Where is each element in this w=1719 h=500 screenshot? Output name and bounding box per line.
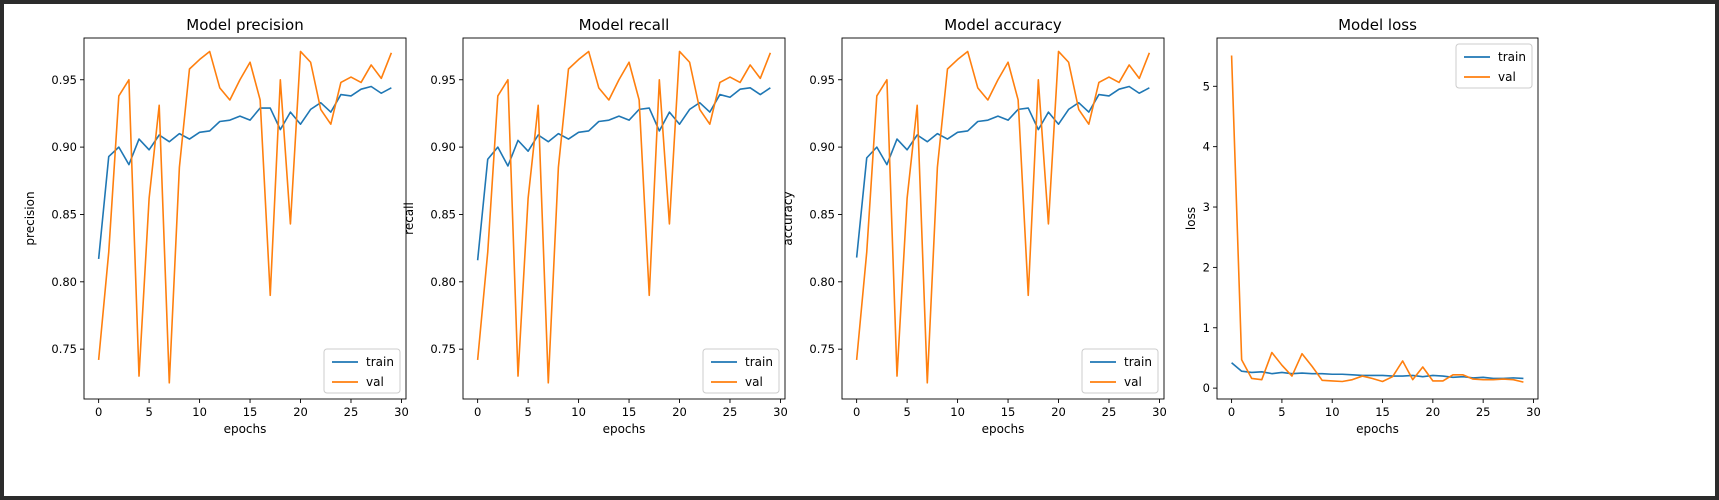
x-axis-label: epochs (982, 422, 1025, 436)
legend: train val (323, 348, 401, 394)
x-tick-label: 30 (394, 405, 409, 419)
axes-frame (462, 37, 786, 400)
y-tick-label: 0.75 (809, 342, 835, 356)
legend-label-val: val (366, 375, 384, 389)
y-axis-label: loss (1184, 207, 1198, 230)
series-line-train (1231, 362, 1524, 380)
x-tick-label: 20 (672, 405, 687, 419)
x-tick-label: 25 (1102, 405, 1117, 419)
y-tick-label: 0.95 (51, 73, 77, 87)
legend-label-val: val (1498, 70, 1516, 84)
x-tick-label: 20 (1051, 405, 1066, 419)
axes-frame (1216, 37, 1539, 400)
x-axis-label: epochs (603, 422, 646, 436)
subplot-1: Model precision 0 5 10 15 20 25 30 0.75 0.80 0.85 0… (23, 16, 409, 436)
x-tick-label: 30 (1526, 405, 1541, 419)
series-line-val (97, 50, 393, 384)
legend: train val (702, 348, 780, 394)
y-tick-label: 0.85 (430, 207, 456, 221)
y-axis-label: accuracy (781, 191, 795, 245)
legend-label-val: val (1124, 375, 1142, 389)
y-tick-label: 0.90 (51, 140, 77, 154)
x-tick-label: 10 (950, 405, 965, 419)
y-tick-label: 0.85 (51, 207, 77, 221)
legend-label-train: train (366, 355, 394, 369)
subplot-3: Model accuracy 0 5 10 15 20 25 30 0.75 0.80 0.85 0.… (781, 16, 1167, 436)
chart-title: Model precision (186, 16, 303, 34)
x-tick-label: 15 (622, 405, 637, 419)
y-tick-label: 0 (1203, 381, 1210, 395)
x-tick-label: 20 (1426, 405, 1441, 419)
y-tick-label: 0.95 (809, 73, 835, 87)
y-tick-label: 4 (1203, 140, 1210, 154)
x-tick-label: 30 (773, 405, 788, 419)
y-axis-label: recall (402, 202, 416, 235)
x-tick-label: 15 (243, 405, 258, 419)
x-tick-label: 30 (1152, 405, 1167, 419)
legend: train val (1455, 43, 1533, 89)
y-axis-label: precision (23, 191, 37, 245)
legend-label-train: train (1124, 355, 1152, 369)
y-tick-label: 1 (1203, 321, 1210, 335)
y-tick-label: 0.75 (430, 342, 456, 356)
x-tick-label: 10 (571, 405, 586, 419)
legend-label-train: train (1498, 50, 1526, 64)
x-tick-label: 25 (1476, 405, 1491, 419)
x-tick-label: 0 (95, 405, 102, 419)
x-tick-label: 15 (1001, 405, 1016, 419)
x-tick-label: 0 (1228, 405, 1235, 419)
x-axis-label: epochs (224, 422, 267, 436)
y-tick-label: 2 (1203, 260, 1210, 274)
x-tick-label: 5 (903, 405, 910, 419)
y-tick-label: 0.85 (809, 207, 835, 221)
axes-frame (841, 37, 1165, 400)
x-tick-label: 25 (723, 405, 738, 419)
x-tick-label: 10 (1325, 405, 1340, 419)
legend-label-val: val (745, 375, 763, 389)
x-tick-label: 10 (192, 405, 207, 419)
x-tick-label: 5 (145, 405, 152, 419)
y-tick-label: 3 (1203, 200, 1210, 214)
y-tick-label: 0.90 (809, 140, 835, 154)
chart-title: Model recall (579, 16, 670, 34)
y-tick-label: 5 (1203, 79, 1210, 93)
y-tick-label: 0.90 (430, 140, 456, 154)
x-tick-label: 5 (1278, 405, 1285, 419)
series-line-train (97, 85, 392, 259)
x-tick-label: 15 (1375, 405, 1390, 419)
chart-title: Model loss (1338, 16, 1417, 34)
series-line-train (476, 87, 771, 261)
legend-label-train: train (745, 355, 773, 369)
x-tick-label: 20 (293, 405, 308, 419)
y-tick-label: 0.80 (809, 275, 835, 289)
figure-canvas: Model precision 0 5 10 15 20 25 30 0.75 0.80 0.85 0… (4, 4, 1715, 496)
x-tick-label: 0 (474, 405, 481, 419)
x-tick-label: 5 (524, 405, 531, 419)
y-tick-label: 0.80 (430, 275, 456, 289)
x-axis-label: epochs (1356, 422, 1399, 436)
y-tick-label: 0.95 (430, 73, 456, 87)
legend: train val (1081, 348, 1159, 394)
x-tick-label: 0 (853, 405, 860, 419)
y-tick-label: 0.75 (51, 342, 77, 356)
chart-title: Model accuracy (944, 16, 1062, 34)
series-line-val (855, 50, 1151, 384)
axes-frame (83, 37, 407, 400)
series-line-val (476, 50, 772, 384)
subplot-4: Model loss 0 5 10 15 20 25 30 0 1 2 3 4 5 epochs loss tr… (1184, 16, 1541, 436)
x-tick-label: 25 (344, 405, 359, 419)
series-line-val (1230, 55, 1524, 383)
y-tick-label: 0.80 (51, 275, 77, 289)
subplot-2: Model recall 0 5 10 15 20 25 30 0.75 0.80 0.85 0.90… (402, 16, 788, 436)
series-line-train (855, 85, 1150, 258)
